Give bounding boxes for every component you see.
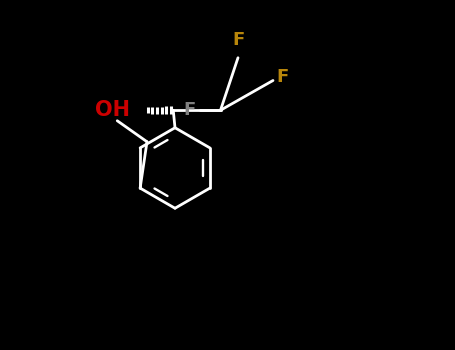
Text: F: F — [184, 101, 196, 119]
Text: OH: OH — [95, 100, 130, 120]
Text: F: F — [232, 31, 244, 49]
Text: F: F — [277, 68, 289, 86]
